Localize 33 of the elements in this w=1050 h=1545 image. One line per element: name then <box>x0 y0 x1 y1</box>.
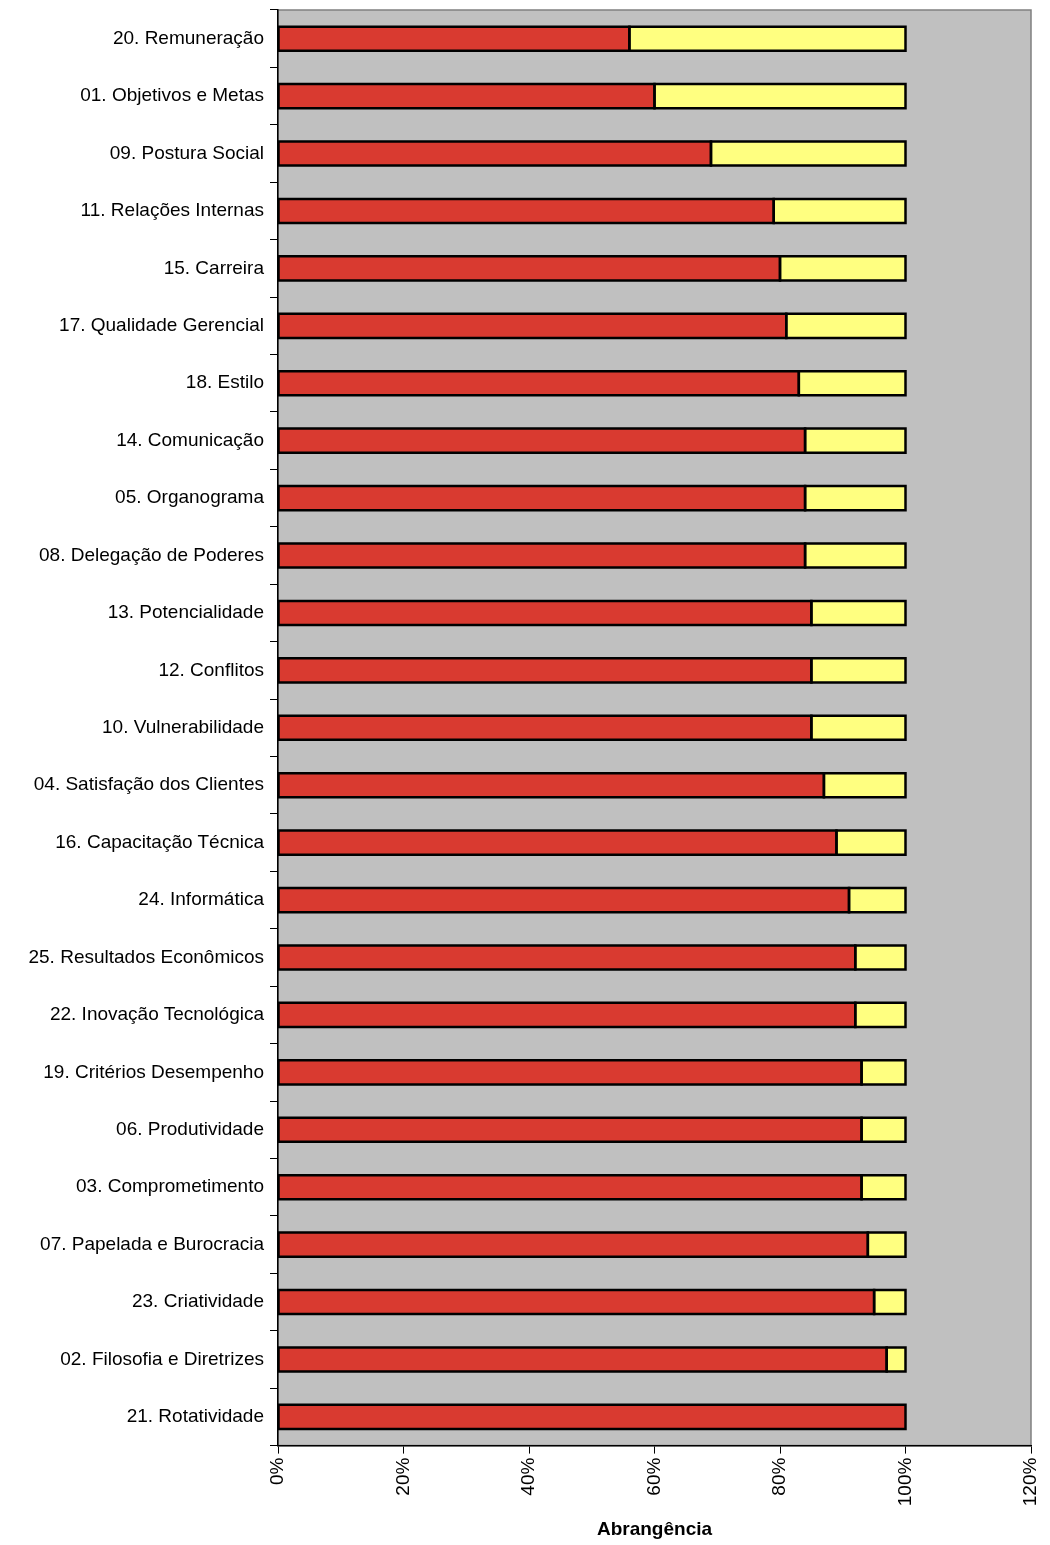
y-tick-label: 08. Delegação de Poderes <box>39 543 264 565</box>
y-tick-label: 25. Resultados Econômicos <box>28 945 264 967</box>
x-tick-label: 0% <box>266 1457 288 1486</box>
y-tick-label: 05. Organograma <box>115 486 265 508</box>
y-tick-label: 19. Critérios Desempenho <box>43 1060 264 1082</box>
y-tick-label: 02. Filosofia e Diretrizes <box>60 1347 264 1369</box>
x-tick-label: 120% <box>1019 1457 1041 1507</box>
y-tick-label: 06. Produtividade <box>116 1118 264 1140</box>
x-tick-label: 40% <box>517 1457 539 1496</box>
y-tick-label: 07. Papelada e Burocracia <box>40 1232 265 1254</box>
x-tick-label: 60% <box>642 1457 664 1496</box>
x-tick-label: 100% <box>893 1457 915 1507</box>
y-tick-label: 21. Rotatividade <box>126 1405 264 1427</box>
y-tick-label: 18. Estilo <box>185 371 264 393</box>
x-tick-label: 20% <box>391 1457 413 1496</box>
y-tick-label: 23. Criatividade <box>131 1290 264 1312</box>
y-tick-label: 22. Inovação Tecnológica <box>49 1003 265 1025</box>
y-tick-label: 12. Conflitos <box>158 658 264 680</box>
y-tick-label: 15. Carreira <box>163 256 265 278</box>
y-tick-label: 16. Capacitação Técnica <box>55 830 265 852</box>
y-tick-label: 01. Objetivos e Metas <box>80 84 264 106</box>
y-tick-label: 03. Comprometimento <box>76 1175 264 1197</box>
y-tick-label: 20. Remuneração <box>112 26 264 48</box>
y-tick-label: 17. Qualidade Gerencial <box>59 314 264 336</box>
y-tick-label: 24. Informática <box>138 888 265 910</box>
y-tick-label: 14. Comunicação <box>116 428 264 450</box>
y-tick-label: 11. Relações Internas <box>80 199 264 221</box>
y-tick-label: 04. Satisfação dos Clientes <box>33 773 264 795</box>
x-tick-label: 80% <box>768 1457 790 1496</box>
y-tick-label: 09. Postura Social <box>109 141 264 163</box>
x-axis-title: Abrangência <box>596 1517 713 1539</box>
y-tick-label: 10. Vulnerabilidade <box>102 716 264 738</box>
y-tick-label: 13. Potencialidade <box>107 601 264 623</box>
